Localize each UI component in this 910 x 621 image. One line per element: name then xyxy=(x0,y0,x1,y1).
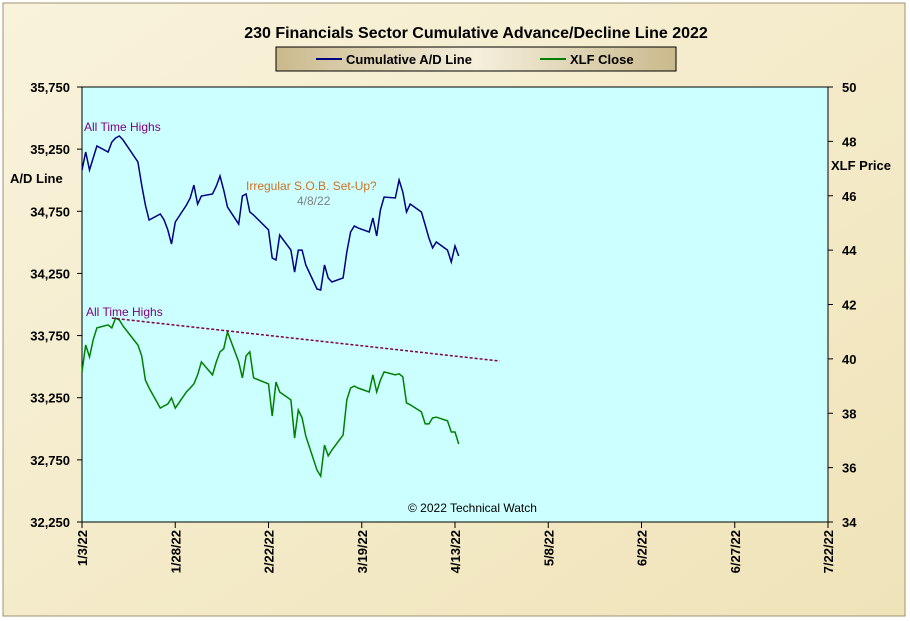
legend xyxy=(275,46,677,72)
x-tick-label: 2/22/22 xyxy=(262,530,277,573)
x-tick-label: 5/8/22 xyxy=(541,530,556,566)
chart-title: 230 Financials Sector Cumulative Advance… xyxy=(244,25,708,42)
y-tick-label: 35,750 xyxy=(30,80,70,95)
y-tick-label: 35,250 xyxy=(30,142,70,157)
y-tick-label: 34,750 xyxy=(30,204,70,219)
y2-tick-label: 50 xyxy=(842,80,856,95)
y2-tick-label: 44 xyxy=(842,243,857,258)
annotation: All Time Highs xyxy=(84,120,161,134)
y2-tick-label: 40 xyxy=(842,352,856,367)
y2-tick-label: 36 xyxy=(842,461,856,476)
x-tick-label: 1/3/22 xyxy=(75,530,90,566)
x-tick-label: 3/19/22 xyxy=(355,530,370,573)
x-tick-label: 6/27/22 xyxy=(728,530,743,573)
y-tick-label: 32,250 xyxy=(30,515,70,530)
y-tick-label: 33,250 xyxy=(30,391,70,406)
series-line xyxy=(81,317,460,479)
y-tick-label: 34,250 xyxy=(30,266,70,281)
legend-label: Cumulative A/D Line xyxy=(346,52,472,67)
annotation: Irregular S.O.B. Set-Up? xyxy=(246,179,377,193)
y2-tick-label: 42 xyxy=(842,298,856,313)
y-axis-label: A/D Line xyxy=(10,171,63,186)
x-tick-label: 4/13/22 xyxy=(448,530,463,573)
trend-line xyxy=(111,317,500,362)
y2-tick-label: 48 xyxy=(842,134,856,149)
legend-label: XLF Close xyxy=(570,52,634,67)
y2-axis-label: XLF Price xyxy=(831,158,891,173)
y-tick-label: 32,750 xyxy=(30,453,70,468)
plot-area xyxy=(81,86,829,523)
y2-tick-label: 38 xyxy=(842,406,856,421)
annotation: © 2022 Technical Watch xyxy=(408,501,537,515)
x-tick-label: 1/28/22 xyxy=(168,530,183,573)
x-tick-label: 7/22/22 xyxy=(821,530,836,573)
annotation: 4/8/22 xyxy=(297,194,331,208)
y-tick-label: 33,750 xyxy=(30,329,70,344)
y2-tick-label: 34 xyxy=(842,515,857,530)
series-line xyxy=(81,135,460,291)
x-tick-label: 6/2/22 xyxy=(635,530,650,566)
annotation: All Time Highs xyxy=(86,305,163,319)
y2-tick-label: 46 xyxy=(842,189,856,204)
